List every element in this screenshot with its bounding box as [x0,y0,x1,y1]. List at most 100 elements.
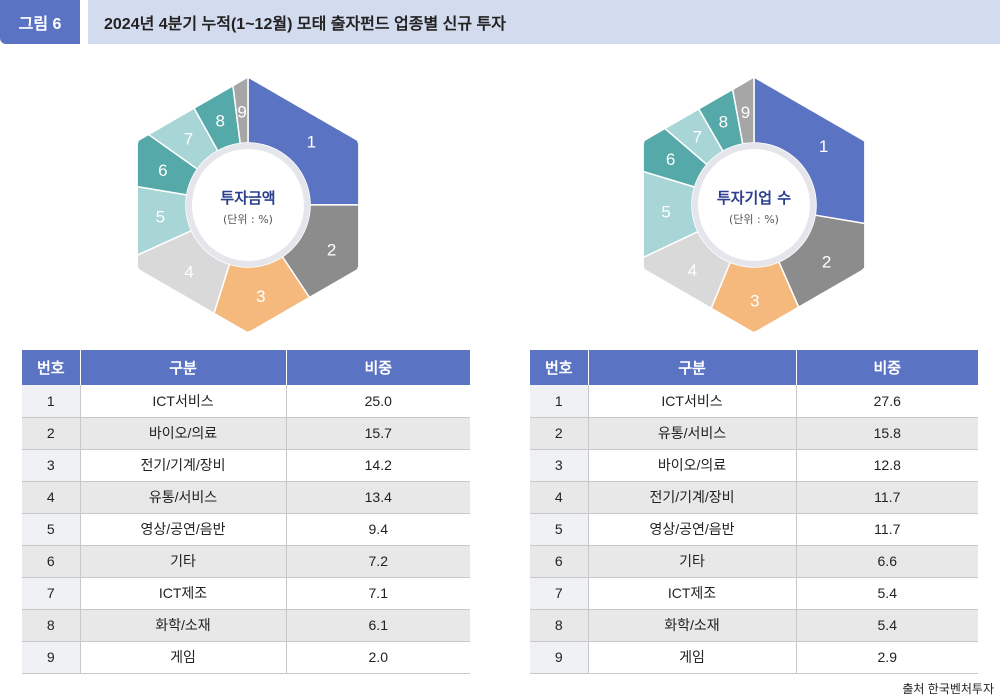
table-row: 4 유통/서비스 13.4 [22,481,470,514]
slice-label: 1 [307,133,316,152]
chart-title: 투자기업 수 [717,189,791,207]
row-category: 전기/기계/장비 [588,481,797,514]
donut-chart-companies: 1 2 3 4 5 678 9 투자기업 수 (단위 : %) [642,75,866,334]
row-number: 8 [530,609,589,642]
slice-label: 6 [158,161,167,180]
row-share: 9.4 [286,513,470,546]
row-share: 11.7 [796,481,978,514]
row-category: 화학/소재 [588,609,797,642]
row-category: 영상/공연/음반 [80,513,287,546]
donut-center [698,149,810,261]
table-row: 5 영상/공연/음반 11.7 [530,513,978,546]
row-category: ICT서비스 [588,385,797,418]
table-row: 2 유통/서비스 15.8 [530,417,978,450]
figure-title: 2024년 4분기 누적(1~12월) 모태 출자펀드 업종별 신규 투자 [88,0,1000,44]
row-share: 12.8 [796,449,978,482]
figure-header: 그림 6 2024년 4분기 누적(1~12월) 모태 출자펀드 업종별 신규 … [0,0,1000,44]
row-number: 1 [22,385,81,418]
row-share: 13.4 [286,481,470,514]
col-header-number: 번호 [22,350,81,385]
row-number: 4 [530,481,589,514]
row-number: 4 [22,481,81,514]
chart-unit-label: (단위 : %) [223,213,273,226]
table-row: 3 전기/기계/장비 14.2 [22,449,470,482]
col-header-share: 비중 [286,350,470,385]
row-category: 유통/서비스 [80,481,287,514]
row-category: 화학/소재 [80,609,287,642]
col-header-category: 구분 [80,350,287,385]
slice-label: 1 [819,137,828,156]
row-share: 2.0 [286,641,470,674]
row-number: 9 [530,641,589,674]
table-company-count: 번호 구분 비중 1 ICT서비스 27.6 2 유통/서비스 15.8 3 바이오/의료 12… [530,350,978,674]
row-share: 6.6 [796,545,978,578]
row-share: 5.4 [796,577,978,610]
table-row: 5 영상/공연/음반 9.4 [22,513,470,546]
source-note: 출처 한국벤처투자 [902,682,994,696]
table-investment-amount: 번호 구분 비중 1 ICT서비스 25.0 2 바이오/의료 15.7 3 전기/기계/장비… [22,350,470,674]
row-category: 전기/기계/장비 [80,449,287,482]
table-row: 6 기타 7.2 [22,545,470,578]
col-header-share: 비중 [796,350,978,385]
slice-label: 8 [719,113,728,132]
row-number: 2 [22,417,81,450]
row-share: 7.2 [286,545,470,578]
row-number: 8 [22,609,81,642]
row-category: 영상/공연/음반 [588,513,797,546]
chart-title: 투자금액 [220,189,275,207]
slice-label: 7 [693,128,702,147]
row-share: 2.9 [796,641,978,674]
row-category: 게임 [588,641,797,674]
slice-label: 5 [661,203,670,222]
row-share: 14.2 [286,449,470,482]
slice-label: 9 [741,103,750,122]
slice-label: 4 [184,263,193,282]
slice-label: 7 [184,130,193,149]
row-category: 기타 [588,545,797,578]
row-category: 바이오/의료 [80,417,287,450]
row-number: 1 [530,385,589,418]
row-category: 게임 [80,641,287,674]
chart-unit-label: (단위 : %) [729,213,779,226]
table-row: 9 게임 2.9 [530,641,978,674]
slice-label: 6 [666,150,675,169]
table-row: 7 ICT제조 5.4 [530,577,978,610]
table-row: 1 ICT서비스 25.0 [22,385,470,418]
table-row: 3 바이오/의료 12.8 [530,449,978,482]
table-row: 8 화학/소재 5.4 [530,609,978,642]
row-number: 2 [530,417,589,450]
table-row: 7 ICT제조 7.1 [22,577,470,610]
chart-company-count: 1 2 3 4 5 6 7 8 9 투자기업 수 (단위 : %) [634,75,874,334]
table-row: 2 바이오/의료 15.7 [22,417,470,450]
row-number: 3 [22,449,81,482]
row-category: 바이오/의료 [588,449,797,482]
row-share: 6.1 [286,609,470,642]
row-share: 5.4 [796,609,978,642]
row-share: 27.6 [796,385,978,418]
donut-center [192,149,304,261]
slice-label: 2 [327,241,336,260]
row-number: 6 [530,545,589,578]
slice-label: 9 [237,102,246,121]
table-row: 8 화학/소재 6.1 [22,609,470,642]
slice-label: 8 [215,111,224,130]
row-share: 25.0 [286,385,470,418]
row-number: 5 [530,513,589,546]
slice-label: 3 [750,292,759,311]
table-row: 6 기타 6.6 [530,545,978,578]
row-number: 5 [22,513,81,546]
row-category: 유통/서비스 [588,417,797,450]
row-number: 3 [530,449,589,482]
slice-label: 2 [822,253,831,272]
slice-label: 3 [256,287,265,306]
col-header-category: 구분 [588,350,797,385]
row-category: ICT제조 [80,577,287,610]
row-share: 11.7 [796,513,978,546]
chart-investment-amount: 1 2 3 4 5 6 7 8 9 투자금액 (단위 : %) [128,75,368,334]
row-share: 15.8 [796,417,978,450]
row-share: 15.7 [286,417,470,450]
figure-label: 그림 6 [0,0,80,44]
row-number: 6 [22,545,81,578]
row-share: 7.1 [286,577,470,610]
